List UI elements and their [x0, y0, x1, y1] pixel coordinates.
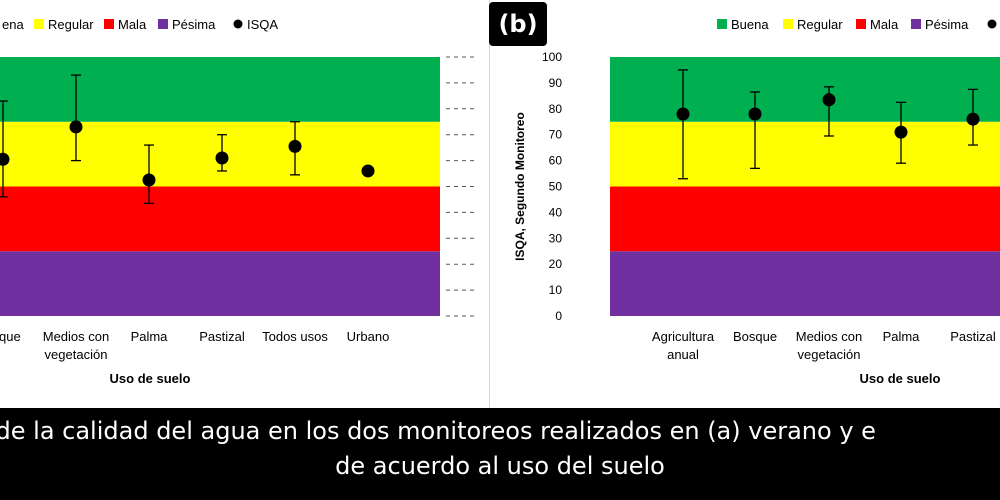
mean-point — [215, 151, 229, 165]
legend-label: Pésima — [172, 17, 216, 32]
band-mala — [0, 186, 440, 252]
y-tick-label: 90 — [549, 76, 563, 90]
band-regular — [610, 121, 1000, 187]
legend-marker — [233, 19, 243, 29]
mean-point — [142, 173, 156, 187]
legend-label: Regular — [48, 17, 94, 32]
legend-entry: Pésima — [911, 17, 969, 32]
mean-point — [361, 164, 375, 178]
x-category-label: Todos usos — [262, 329, 328, 344]
legend-label: Mala — [118, 17, 147, 32]
legend-label: Buena — [731, 17, 769, 32]
x-category-label: Palma — [883, 329, 921, 344]
y-axis-title: ISQA, Segundo Monitoreo — [513, 112, 527, 261]
legend-entry: Mala — [104, 17, 147, 32]
x-category-label: Medios con — [796, 329, 862, 344]
x-category-label: Agricultura — [652, 329, 715, 344]
legend-swatch — [717, 19, 727, 29]
mean-point — [0, 152, 10, 166]
band-buena — [610, 57, 1000, 122]
mean-point — [69, 120, 83, 134]
x-category-label: Pastizal — [199, 329, 245, 344]
legend-label: ISQA — [247, 17, 278, 32]
chart-panel-b: 0 10 20 30 40 50 60 70 80 90 100 ISQA, Segundo Moni… — [513, 17, 1000, 386]
legend-swatch — [856, 19, 866, 29]
band-mala — [610, 186, 1000, 252]
legend-entry: Buena — [717, 17, 769, 32]
legend-swatch — [158, 19, 168, 29]
x-category-label: Urbano — [347, 329, 390, 344]
y-tick-label: 100 — [542, 50, 562, 64]
x-category-label: vegetación — [45, 347, 108, 362]
legend-marker — [987, 19, 997, 29]
y-tick-label: 20 — [549, 257, 563, 271]
legend-swatch — [783, 19, 793, 29]
chart-panel-a: osque Medios con vegetación Palma Pastizal To… — [0, 17, 476, 386]
x-axis-title: Uso de suelo — [110, 371, 191, 386]
legend-swatch — [34, 19, 44, 29]
y-tick-label: 70 — [549, 128, 563, 142]
mean-point — [676, 107, 690, 121]
figure-caption: ón de la calidad del agua en los dos mon… — [0, 408, 1000, 500]
x-category-label: Pastizal — [950, 329, 996, 344]
legend-entry: Pésima — [158, 17, 216, 32]
mean-point — [288, 139, 302, 153]
caption-line-1: ón de la calidad del agua en los dos mon… — [0, 417, 876, 445]
mean-point — [822, 93, 836, 107]
legend-swatch — [104, 19, 114, 29]
y-tick-label: 10 — [549, 283, 563, 297]
x-category-label: osque — [0, 329, 21, 344]
panel-b-label: (b) — [489, 2, 547, 46]
mean-point — [894, 125, 908, 139]
legend-entry: Mala — [856, 17, 899, 32]
legend-entry: ena — [2, 17, 24, 32]
mean-point — [748, 107, 762, 121]
x-category-label: anual — [667, 347, 699, 362]
legend-entry: I — [987, 19, 997, 29]
x-category-label: Palma — [131, 329, 169, 344]
legend-entry: Regular — [34, 17, 94, 32]
band-buena — [0, 57, 440, 122]
band-pesima — [610, 251, 1000, 316]
charts-canvas: osque Medios con vegetación Palma Pastizal To… — [0, 0, 1000, 408]
legend-label: Regular — [797, 17, 843, 32]
y-tick-label: 80 — [549, 102, 563, 116]
band-pesima — [0, 251, 440, 316]
mean-point — [966, 112, 980, 126]
y-tick-label: 60 — [549, 154, 563, 168]
legend-label: ena — [2, 17, 24, 32]
y-tick-label: 30 — [549, 231, 563, 245]
caption-line-2: de acuerdo al uso del suelo — [335, 452, 665, 480]
legend-label: Mala — [870, 17, 899, 32]
x-category-label: vegetación — [798, 347, 861, 362]
x-axis-title: Uso de suelo — [860, 371, 941, 386]
y-tick-label: 50 — [549, 180, 563, 194]
x-category-label: Bosque — [733, 329, 777, 344]
legend-entry: Regular — [783, 17, 843, 32]
x-category-label: Medios con — [43, 329, 109, 344]
legend-entry: ISQA — [233, 17, 278, 32]
legend-label: Pésima — [925, 17, 969, 32]
y-tick-label: 40 — [549, 205, 563, 219]
y-tick-label: 0 — [555, 309, 562, 323]
legend-swatch — [911, 19, 921, 29]
